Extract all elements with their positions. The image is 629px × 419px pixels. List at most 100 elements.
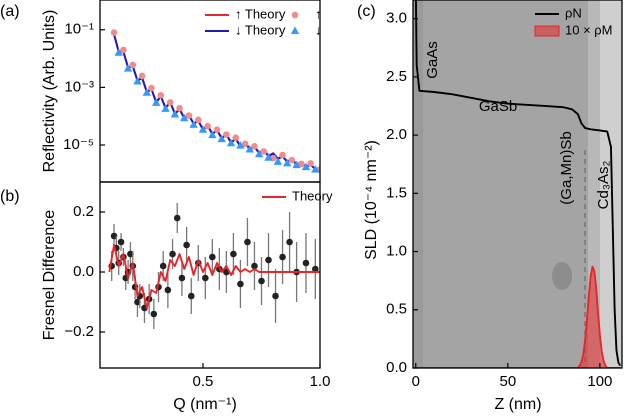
axes-frame — [99, 181, 321, 369]
legend-label: Theory — [292, 188, 333, 203]
y-tick-label: 10⁻³ — [64, 78, 94, 95]
plot-area — [414, 0, 621, 368]
data-point — [302, 259, 310, 267]
annotation: GaAs — [424, 41, 441, 79]
data-point — [260, 148, 268, 155]
y-tick-label: 1.0 — [386, 243, 407, 260]
data-point — [292, 160, 301, 169]
data-point — [232, 134, 240, 141]
data-point — [120, 46, 127, 54]
y-tick-label: 2.0 — [386, 126, 407, 143]
line — [113, 34, 320, 171]
data-point — [178, 274, 186, 282]
data-point — [180, 113, 189, 122]
data-point — [286, 238, 293, 246]
legend-label: 10 × ρM — [565, 22, 613, 37]
data-point — [164, 286, 172, 294]
data-point — [237, 280, 244, 288]
axes-frame — [412, 0, 623, 369]
data-point — [311, 165, 320, 173]
legend-marker — [291, 11, 299, 19]
data-point — [170, 109, 180, 118]
y-tick-label: 2.5 — [386, 68, 407, 85]
data-point — [307, 160, 314, 167]
data-point — [254, 149, 264, 158]
data-point — [312, 265, 319, 273]
x-tick-label: 50 — [499, 373, 516, 390]
annotation: GaSb — [479, 98, 517, 115]
data-point — [150, 310, 158, 318]
data-point — [194, 116, 202, 124]
panel-label: (a) — [0, 3, 20, 20]
data-point — [134, 298, 141, 306]
data-point — [264, 153, 273, 161]
y-tick-label: −0.2 — [64, 323, 94, 340]
legend-marker — [290, 26, 300, 34]
x-tick-label: 100 — [587, 373, 612, 390]
data-point — [161, 104, 170, 112]
legend-label: ρN — [565, 5, 582, 20]
data-point — [226, 138, 236, 147]
data-point — [272, 292, 279, 300]
data-point — [217, 134, 226, 143]
data-point — [283, 158, 292, 167]
data-point — [169, 250, 176, 258]
y-axis-label: Fresnel Difference — [41, 210, 58, 341]
data-point — [251, 143, 258, 150]
y-tick-label: 0.0 — [73, 263, 94, 280]
legend-label: ↑ Theory — [235, 6, 286, 21]
legend-swatch — [534, 25, 560, 37]
panel-label: (b) — [0, 188, 20, 205]
axes-frame — [99, 0, 321, 183]
y-tick-label: 0.2 — [73, 203, 94, 220]
legend-label: ↑ — [315, 6, 322, 21]
data-point — [110, 232, 118, 240]
data-point — [114, 48, 123, 56]
data-point — [301, 162, 311, 171]
y-tick-label: 1.5 — [386, 184, 407, 201]
x-tick-label: 0.5 — [193, 373, 214, 390]
data-point — [187, 292, 195, 300]
data-point — [244, 238, 251, 246]
data-point — [241, 140, 249, 148]
data-point — [110, 29, 118, 36]
line — [108, 244, 320, 309]
data-point — [297, 160, 305, 168]
data-point — [230, 250, 237, 258]
x-axis-label: Q (nm⁻¹) — [173, 396, 237, 413]
line — [415, 265, 621, 368]
data-point — [208, 130, 217, 139]
y-tick-label: 3.0 — [386, 10, 407, 27]
x-axis-label: Z (nm) — [494, 396, 541, 413]
tem-feature — [552, 262, 572, 290]
data-point — [176, 104, 183, 112]
y-axis-label: SLD (10⁻⁴ nm⁻²) — [363, 140, 380, 260]
tem-image — [413, 0, 622, 368]
data-point — [251, 262, 258, 270]
line — [113, 33, 320, 170]
data-point — [127, 250, 134, 258]
data-point — [223, 131, 230, 138]
data-point — [159, 262, 167, 270]
data-point — [209, 253, 216, 261]
data-point — [279, 151, 286, 159]
data-point — [117, 238, 125, 246]
data-point — [173, 214, 181, 222]
data-point — [258, 277, 265, 285]
data-point — [183, 241, 190, 249]
data-point — [185, 112, 193, 119]
data-point — [279, 253, 286, 261]
y-tick-label: 0.5 — [386, 301, 407, 318]
data-point — [189, 120, 198, 128]
data-point — [166, 99, 174, 106]
data-point — [265, 256, 272, 264]
data-point — [133, 77, 142, 85]
y-tick-label: 0.0 — [386, 359, 407, 376]
data-point — [148, 84, 155, 92]
data-point — [204, 122, 211, 130]
x-tick-label: 0 — [412, 373, 420, 390]
panel-label: (c) — [357, 3, 376, 20]
line — [414, 0, 621, 367]
annotation: (Ga,Mn)Sb — [558, 131, 575, 204]
